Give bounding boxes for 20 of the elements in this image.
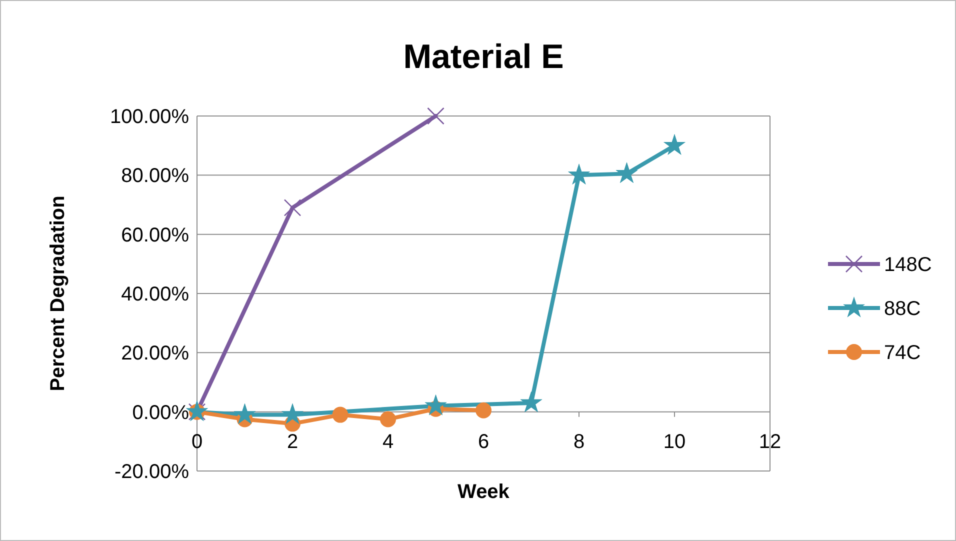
x-tick-label: 2 (286, 430, 298, 453)
x-axis-title: Week (458, 481, 510, 503)
y-tick-label: 100.00% (110, 106, 190, 128)
x-tick-label: 6 (478, 430, 490, 453)
x-tick-label: 4 (382, 430, 394, 453)
legend-label: 88C (884, 298, 921, 320)
y-tick-label: 60.00% (121, 224, 190, 246)
x-tick-label: 10 (663, 430, 686, 453)
x-tick-label: 12 (758, 430, 782, 453)
y-tick-label: 80.00% (121, 165, 190, 188)
legend-label: 74C (884, 342, 921, 364)
x-tick-label: 0 (191, 430, 203, 453)
y-axis-title: Percent Degradation (47, 196, 69, 392)
x-tick-label: 8 (573, 430, 585, 453)
y-tick-label: 0.00% (132, 402, 190, 424)
chart-title: Material E (403, 38, 564, 76)
y-tick-label: 40.00% (121, 284, 190, 306)
y-tick-label: 20.00% (121, 342, 190, 365)
legend-label: 148C (884, 254, 932, 276)
y-tick-label: -20.00% (114, 461, 190, 483)
